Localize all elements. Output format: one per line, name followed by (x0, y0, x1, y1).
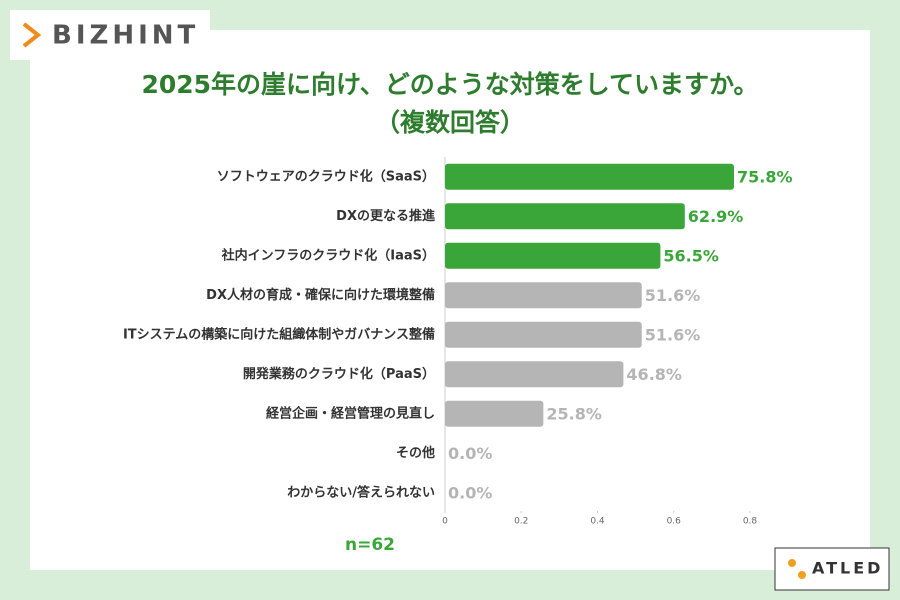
value-label: 56.5% (663, 246, 719, 265)
bar (445, 361, 624, 388)
value-label: 0.0% (448, 483, 492, 502)
y-tick-label: 開発業務のクラウド化（PaaS） (243, 366, 435, 382)
x-tick-label: 0.4 (590, 517, 605, 527)
logo-box (774, 547, 890, 591)
value-label: 46.8% (626, 365, 682, 384)
value-label: 51.6% (645, 325, 701, 344)
y-tick-label: 社内インフラのクラウド化（IaaS） (221, 247, 435, 263)
chart-subtitle: （複数回答） (375, 108, 525, 137)
bar (445, 203, 685, 230)
value-label: 62.9% (688, 207, 744, 226)
bar (445, 400, 544, 427)
y-tick-label: ソフトウェアのクラウド化（SaaS） (217, 168, 435, 184)
y-tick-label: ITシステムの構築に向けた組織体制やガバナンス整備 (123, 326, 435, 342)
y-tick-label: DX人材の育成・確保に向けた環境整備 (206, 287, 435, 303)
logo-icon (22, 22, 42, 48)
bar (445, 163, 734, 190)
x-tick-label: 0.2 (514, 517, 528, 527)
bar (445, 321, 642, 348)
x-tick-label: 0.6 (667, 517, 682, 527)
value-label: 75.8% (737, 167, 793, 186)
logo-text: ATLED (812, 559, 883, 578)
logo-text: BIZHINT (52, 21, 199, 51)
value-label: 0.0% (448, 444, 492, 463)
logo-icon (798, 571, 806, 579)
y-tick-label: その他 (396, 445, 435, 461)
note: n=62 (345, 535, 395, 555)
logo-icon (788, 559, 796, 567)
y-tick-label: わからない/答えられない (287, 484, 435, 500)
x-tick-label: 0.8 (743, 517, 758, 527)
value-label: 51.6% (645, 286, 701, 305)
y-tick-label: 経営企画・経営管理の見直し (266, 405, 435, 421)
chart-title: 2025年の崖に向け、どのような対策をしていますか。 (141, 70, 758, 99)
value-label: 25.8% (546, 404, 602, 423)
bar (445, 282, 642, 309)
x-tick-label: 0 (442, 517, 448, 527)
bar (445, 242, 661, 269)
logo-box (10, 10, 210, 60)
y-tick-label: DXの更なる推進 (336, 208, 435, 224)
